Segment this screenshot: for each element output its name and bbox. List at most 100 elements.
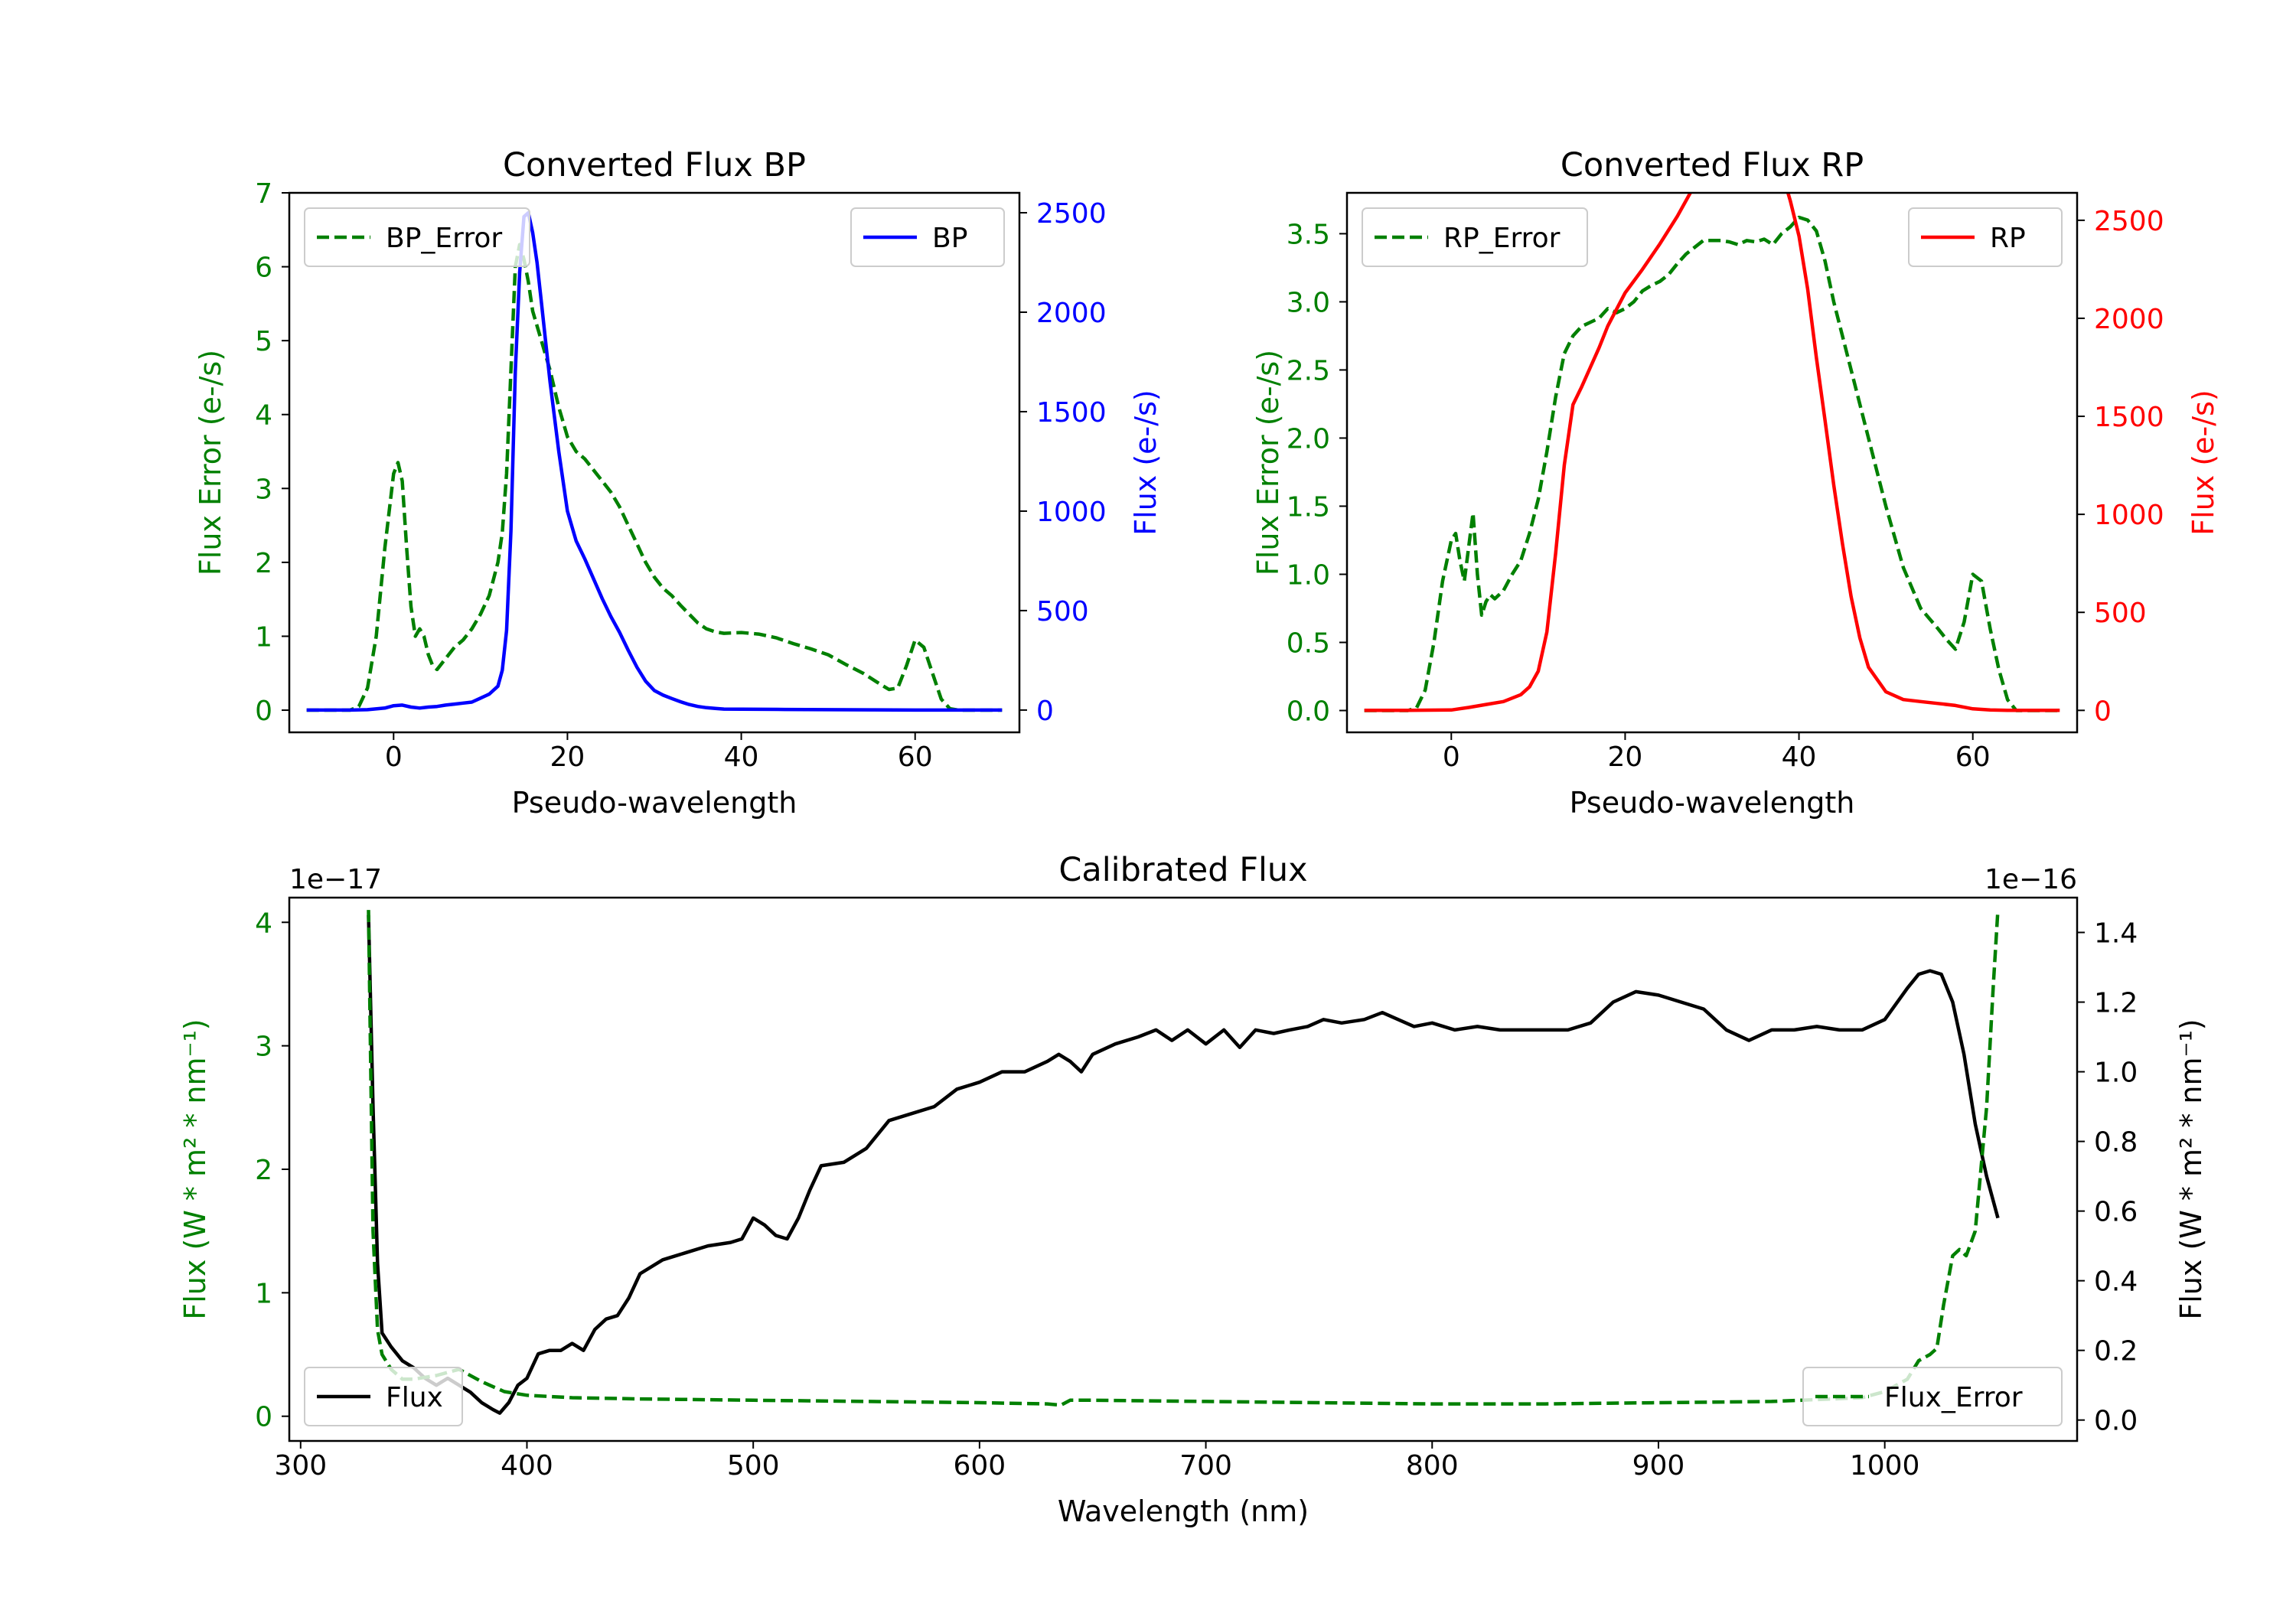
x-tick-label: 20: [550, 742, 585, 773]
y-left-tick-label: 3.5: [1287, 219, 1330, 250]
legend-label: RP_Error: [1443, 223, 1561, 254]
axes-frame: [288, 896, 2079, 1442]
y-right-tick-label: 0.0: [2094, 1406, 2138, 1437]
x-tick-label: 20: [1608, 742, 1643, 773]
x-tick-label: 0: [1443, 742, 1460, 773]
x-axis-label: Pseudo-wavelength: [1570, 786, 1855, 820]
y-right-tick-label: 1000: [2094, 500, 2164, 531]
y-right-tick-label: 1.4: [2094, 918, 2138, 950]
y-left-tick-label: 6: [255, 253, 272, 284]
y-left-axis-label: Flux Error (e-/s): [1251, 350, 1285, 575]
legend-label: RP: [1990, 223, 2026, 254]
x-tick-label: 60: [1955, 742, 1991, 773]
legend-right: BP: [850, 207, 1005, 267]
series-line-rp: [1364, 193, 2060, 712]
legend-right: Flux_Error: [1802, 1367, 2063, 1426]
axes-frame: [288, 191, 1021, 734]
y-left-tick-label: 2: [255, 548, 272, 579]
y-left-tick-label: 3: [255, 1032, 272, 1063]
x-tick-label: 600: [954, 1450, 1006, 1482]
axes-frame: [1345, 191, 2079, 734]
y-left-tick-label: 0.0: [1287, 696, 1330, 728]
y-right-tick-label: 2500: [1036, 198, 1107, 230]
y-left-tick-label: 7: [255, 178, 272, 210]
chart-2: 300 400 500 600 700 800 900 1000 0 1 2 3 4 0.0 0.2 0.4 0…: [178, 851, 2208, 1528]
series-line-flux-error: [367, 909, 2000, 1407]
y-left-tick-label: 2.5: [1287, 355, 1330, 386]
y-left-tick-label: 1.0: [1287, 559, 1330, 591]
x-tick-label: 800: [1406, 1450, 1459, 1482]
y-left-tick-label: 3: [255, 474, 272, 505]
y-right-tick-label: 1000: [1036, 497, 1107, 528]
y-right-tick-label: 0.2: [2094, 1336, 2138, 1367]
y-right-tick-label: 1500: [2094, 402, 2164, 433]
series-line-flux: [367, 914, 2000, 1415]
y-left-tick-label: 5: [255, 326, 272, 357]
chart-title: Converted Flux BP: [503, 146, 806, 184]
x-axis-label: Pseudo-wavelength: [512, 786, 797, 820]
chart-0: 0 20 40 60 0 1 2 3 4 5 6 7 0 500 1000 1500 2000 2500 Conve…: [194, 146, 1163, 820]
legend-box: [1362, 207, 1588, 267]
legend-box: [1802, 1367, 2063, 1426]
y-left-tick-label: 1: [255, 621, 272, 653]
legend-label: BP: [932, 223, 967, 254]
x-tick-label: 500: [727, 1450, 780, 1482]
x-tick-label: 400: [501, 1450, 553, 1482]
y-left-tick-label: 2.0: [1287, 423, 1330, 455]
legend-left: RP_Error: [1362, 207, 1588, 267]
series-line-bp-error: [306, 243, 1003, 712]
x-tick-label: 700: [1179, 1450, 1232, 1482]
x-tick-label: 40: [724, 742, 759, 773]
y-right-tick-label: 0.6: [2094, 1197, 2138, 1228]
x-axis-label: Wavelength (nm): [1058, 1495, 1309, 1528]
y-right-tick-label: 1500: [1036, 397, 1107, 429]
chart-title: Converted Flux RP: [1561, 146, 1864, 184]
offset-left-label: 1e−17: [289, 864, 382, 895]
x-tick-label: 1000: [1850, 1450, 1920, 1482]
y-left-axis-label: Flux (W * m² * nm⁻¹): [178, 1019, 212, 1319]
y-right-axis-label: Flux (W * m² * nm⁻¹): [2174, 1019, 2208, 1319]
y-right-tick-label: 0: [2094, 696, 2112, 727]
x-tick-label: 40: [1782, 742, 1817, 773]
y-right-axis-label: Flux (e-/s): [1129, 390, 1163, 535]
legend-label: Flux: [386, 1382, 443, 1413]
y-right-axis-label: Flux (e-/s): [2187, 390, 2220, 535]
y-left-tick-label: 2: [255, 1155, 272, 1186]
y-left-tick-label: 0.5: [1287, 628, 1330, 660]
y-left-tick-label: 0: [255, 696, 272, 727]
series-line-rp-error: [1364, 215, 2060, 712]
y-right-tick-label: 500: [1036, 596, 1089, 627]
offset-right-label: 1e−16: [1985, 864, 2077, 895]
legend-left: BP_Error: [304, 207, 530, 267]
legend-box: [1908, 207, 2063, 267]
legend-left: Flux: [304, 1367, 463, 1426]
y-right-tick-label: 2500: [2094, 206, 2164, 237]
y-left-tick-label: 1: [255, 1278, 272, 1309]
y-left-tick-label: 0: [255, 1402, 272, 1433]
y-right-tick-label: 1.2: [2094, 988, 2138, 1019]
y-right-tick-label: 500: [2094, 598, 2147, 629]
legend-box: [304, 1367, 463, 1426]
y-right-tick-label: 0.8: [2094, 1127, 2138, 1159]
y-left-tick-label: 4: [255, 908, 272, 939]
y-right-tick-label: 0.4: [2094, 1266, 2138, 1298]
x-tick-label: 60: [898, 742, 933, 773]
legend-label: Flux_Error: [1884, 1382, 2023, 1413]
x-tick-label: 300: [274, 1450, 327, 1482]
y-left-tick-label: 1.5: [1287, 491, 1330, 523]
chart-1: 0 20 40 60 0.0 0.5 1.0 1.5 2.0 2.5 3.0 3.5 0 500 1000 1…: [1251, 146, 2220, 820]
y-right-tick-label: 0: [1036, 696, 1054, 727]
legend-box: [304, 207, 530, 267]
y-left-axis-label: Flux Error (e-/s): [194, 350, 227, 575]
x-tick-label: 900: [1632, 1450, 1685, 1482]
legend-box: [850, 207, 1005, 267]
legend-label: BP_Error: [386, 223, 502, 254]
y-right-tick-label: 2000: [1036, 298, 1107, 329]
series-line-bp: [306, 210, 1003, 712]
y-right-tick-label: 2000: [2094, 304, 2164, 335]
y-right-tick-label: 1.0: [2094, 1058, 2138, 1089]
y-left-tick-label: 3.0: [1287, 287, 1330, 318]
legend-right: RP: [1908, 207, 2063, 267]
y-left-tick-label: 4: [255, 400, 272, 432]
